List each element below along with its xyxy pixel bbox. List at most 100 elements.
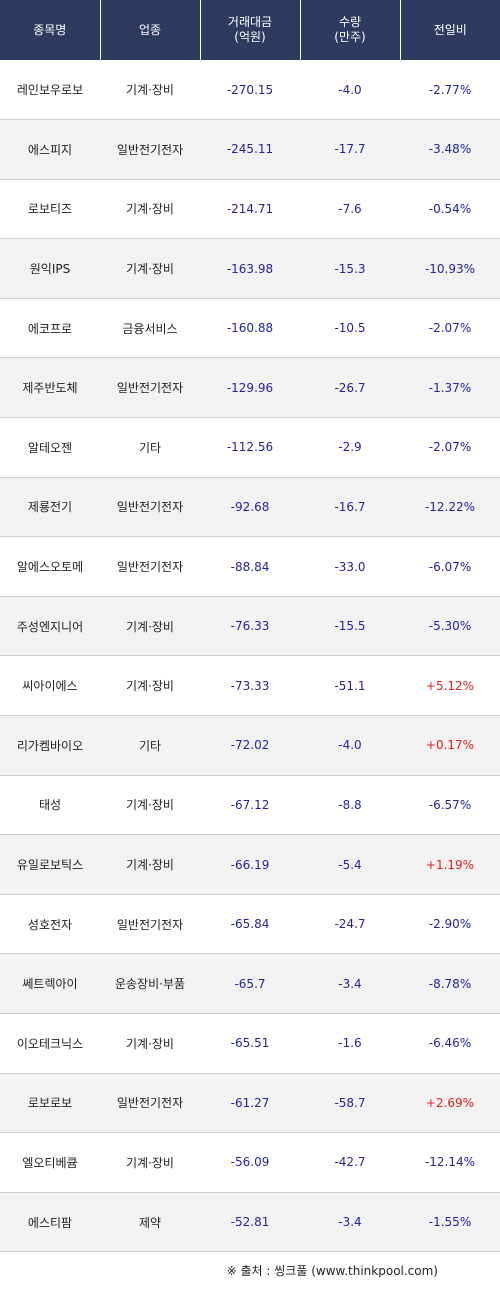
- trade-amount-cell: -163.98: [200, 238, 300, 299]
- volume-cell: -58.7: [300, 1073, 400, 1134]
- change-cell: -2.07%: [400, 417, 500, 478]
- header-volume: 수량 (만주): [300, 0, 401, 60]
- change-cell: -6.46%: [400, 1013, 500, 1074]
- sector-cell: 운송장비·부품: [100, 953, 200, 1014]
- table-row: 에코프로 금융서비스 -160.88 -10.5 -2.07%: [0, 298, 500, 359]
- volume-cell: -4.0: [300, 60, 400, 121]
- stock-name-cell: 유일로보틱스: [0, 834, 100, 895]
- trade-amount-cell: -112.56: [200, 417, 300, 478]
- stock-name-cell: 제룡전기: [0, 477, 100, 538]
- sector-cell: 기계·장비: [100, 238, 200, 299]
- header-row: 종목명 업종 거래대금 (억원) 수량 (만주) 전일비: [0, 0, 500, 60]
- trade-amount-cell: -61.27: [200, 1073, 300, 1134]
- trade-amount-cell: -65.84: [200, 894, 300, 955]
- change-cell: +0.17%: [400, 715, 500, 776]
- sector-cell: 일반전기전자: [100, 1073, 200, 1134]
- volume-cell: -24.7: [300, 894, 400, 955]
- header-amount-line1: 거래대금: [227, 15, 273, 29]
- table-header: 종목명 업종 거래대금 (억원) 수량 (만주) 전일비: [0, 0, 500, 60]
- table-row: 제주반도체 일반전기전자 -129.96 -26.7 -1.37%: [0, 357, 500, 419]
- trade-amount-cell: -245.11: [200, 119, 300, 180]
- change-cell: -2.90%: [400, 894, 500, 955]
- table-row: 에스피지 일반전기전자 -245.11 -17.7 -3.48%: [0, 119, 500, 180]
- table-row: 이오테크닉스 기계·장비 -65.51 -1.6 -6.46%: [0, 1013, 500, 1074]
- trade-amount-cell: -214.71: [200, 179, 300, 240]
- change-cell: -6.07%: [400, 536, 500, 597]
- volume-cell: -1.6: [300, 1013, 400, 1074]
- table-row: 씨아이에스 기계·장비 -73.33 -51.1 +5.12%: [0, 655, 500, 717]
- stock-name-cell: 에코프로: [0, 298, 100, 359]
- sector-cell: 일반전기전자: [100, 477, 200, 538]
- change-cell: -0.54%: [400, 179, 500, 240]
- volume-cell: -26.7: [300, 357, 400, 419]
- volume-cell: -2.9: [300, 417, 400, 478]
- volume-cell: -33.0: [300, 536, 400, 597]
- trade-amount-cell: -65.51: [200, 1013, 300, 1074]
- trade-amount-cell: -129.96: [200, 357, 300, 419]
- table-row: 로보로보 일반전기전자 -61.27 -58.7 +2.69%: [0, 1073, 500, 1134]
- sector-cell: 기계·장비: [100, 775, 200, 836]
- volume-cell: -5.4: [300, 834, 400, 895]
- table-body: 레인보우로보 기계·장비 -270.15 -4.0 -2.77% 에스피지 일반전기전자 -2…: [0, 60, 500, 1253]
- stock-name-cell: 주성엔지니어: [0, 596, 100, 657]
- table-row: 로보티즈 기계·장비 -214.71 -7.6 -0.54%: [0, 179, 500, 240]
- header-volume-line1: 수량: [338, 15, 362, 29]
- volume-cell: -15.5: [300, 596, 400, 657]
- trade-amount-cell: -66.19: [200, 834, 300, 895]
- source-note: ※ 출처 : 씽크풀 (www.thinkpool.com): [226, 1264, 438, 1278]
- sector-cell: 기계·장비: [100, 1013, 200, 1074]
- table-row: 유일로보틱스 기계·장비 -66.19 -5.4 +1.19%: [0, 834, 500, 895]
- change-cell: -2.07%: [400, 298, 500, 359]
- stock-name-cell: 리가켐바이오: [0, 715, 100, 776]
- sector-cell: 기계·장비: [100, 179, 200, 240]
- table-row: 엘오티베큠 기계·장비 -56.09 -42.7 -12.14%: [0, 1132, 500, 1193]
- change-cell: -8.78%: [400, 953, 500, 1014]
- change-cell: -6.57%: [400, 775, 500, 836]
- change-cell: -12.22%: [400, 477, 500, 538]
- sector-cell: 일반전기전자: [100, 894, 200, 955]
- trade-amount-cell: -67.12: [200, 775, 300, 836]
- stock-name-cell: 알테오젠: [0, 417, 100, 478]
- change-cell: -12.14%: [400, 1132, 500, 1193]
- trade-amount-cell: -92.68: [200, 477, 300, 538]
- volume-cell: -15.3: [300, 238, 400, 299]
- stock-name-cell: 로보로보: [0, 1073, 100, 1134]
- change-cell: -5.30%: [400, 596, 500, 657]
- change-cell: +2.69%: [400, 1073, 500, 1134]
- stock-name-cell: 레인보우로보: [0, 60, 100, 121]
- change-cell: +1.19%: [400, 834, 500, 895]
- stock-name-cell: 원익IPS: [0, 238, 100, 299]
- table-row: 주성엔지니어 기계·장비 -76.33 -15.5 -5.30%: [0, 596, 500, 657]
- sector-cell: 기계·장비: [100, 655, 200, 717]
- sector-cell: 기타: [100, 715, 200, 776]
- sector-cell: 일반전기전자: [100, 536, 200, 597]
- volume-cell: -3.4: [300, 953, 400, 1014]
- header-amount-line2: (억원): [234, 30, 266, 44]
- header-amount: 거래대금 (억원): [200, 0, 301, 60]
- stock-name-cell: 에스티팜: [0, 1192, 100, 1253]
- table-row: 레인보우로보 기계·장비 -270.15 -4.0 -2.77%: [0, 60, 500, 121]
- change-cell: -1.55%: [400, 1192, 500, 1253]
- volume-cell: -17.7: [300, 119, 400, 180]
- change-cell: -1.37%: [400, 357, 500, 419]
- stock-name-cell: 씨아이에스: [0, 655, 100, 717]
- volume-cell: -51.1: [300, 655, 400, 717]
- header-change: 전일비: [400, 0, 500, 60]
- header-sector: 업종: [100, 0, 201, 60]
- sector-cell: 기계·장비: [100, 834, 200, 895]
- sector-cell: 일반전기전자: [100, 119, 200, 180]
- header-volume-line2: (만주): [334, 30, 366, 44]
- sector-cell: 기계·장비: [100, 596, 200, 657]
- trade-amount-cell: -88.84: [200, 536, 300, 597]
- table-row: 제룡전기 일반전기전자 -92.68 -16.7 -12.22%: [0, 477, 500, 538]
- table-row: 알에스오토메 일반전기전자 -88.84 -33.0 -6.07%: [0, 536, 500, 597]
- table-row: 에스티팜 제약 -52.81 -3.4 -1.55%: [0, 1192, 500, 1253]
- volume-cell: -16.7: [300, 477, 400, 538]
- trade-amount-cell: -65.7: [200, 953, 300, 1014]
- volume-cell: -7.6: [300, 179, 400, 240]
- sector-cell: 일반전기전자: [100, 357, 200, 419]
- stock-table: 종목명 업종 거래대금 (억원) 수량 (만주) 전일비 레인보우로보 기계·장비…: [0, 0, 500, 1253]
- volume-cell: -10.5: [300, 298, 400, 359]
- change-cell: +5.12%: [400, 655, 500, 717]
